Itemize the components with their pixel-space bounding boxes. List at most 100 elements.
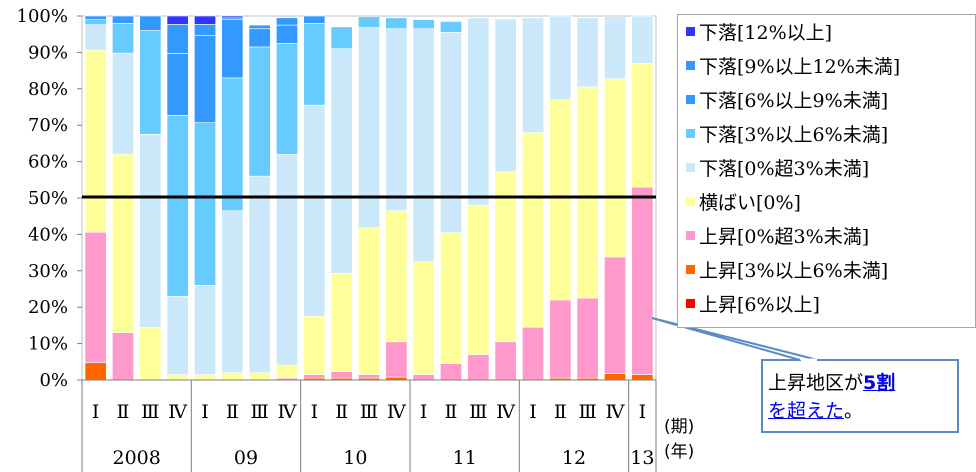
x-quarter-label: Ⅳ (387, 401, 407, 423)
legend-swatch (686, 264, 695, 274)
x-quarter-label: Ⅰ (639, 401, 647, 423)
legend-swatch (686, 60, 695, 70)
bar-segment (385, 210, 408, 343)
bar-segment (440, 232, 462, 364)
bar-segment (358, 16, 380, 28)
legend-label: 下落[9%以上12%未満] (699, 55, 901, 78)
bar-segment (166, 374, 189, 381)
bar-segment (412, 19, 435, 30)
bar-segment (412, 261, 435, 375)
legend-label: 下落[0%超3%未満] (699, 157, 870, 180)
bar-segment (248, 28, 271, 48)
bar-segment (494, 341, 517, 381)
x-quarter-label: Ⅱ (445, 401, 458, 423)
y-tick-label: 90% (28, 42, 68, 63)
year-unit-label: (年) (664, 442, 695, 462)
bar-segment (84, 49, 107, 233)
x-quarter-label: Ⅲ (360, 401, 378, 423)
x-year-label: 09 (234, 447, 258, 469)
bar-segment (604, 78, 626, 258)
bar-segment (467, 204, 490, 355)
legend-label: 上昇[6%以上] (699, 293, 820, 316)
y-tick-label: 30% (28, 261, 68, 282)
legend-item: 上昇[3%以上6%未満] (686, 257, 888, 282)
x-quarter-label: Ⅰ (529, 401, 537, 423)
callout-box (651, 317, 959, 433)
x-quarter-label: Ⅲ (141, 401, 159, 423)
bar-segment (194, 24, 216, 36)
legend-swatch (686, 196, 695, 206)
bar-segment (604, 16, 626, 79)
bar-segment (194, 15, 216, 25)
bar-segment (166, 295, 189, 375)
legend-swatch (686, 26, 695, 36)
legend-item: 上昇[0%超3%未満] (686, 223, 870, 248)
bar-segment (276, 17, 298, 26)
x-quarter-label: Ⅰ (311, 401, 319, 423)
legend-item: 下落[9%以上12%未満] (686, 53, 901, 78)
y-tick-label: 20% (28, 297, 68, 318)
legend-item: 下落[3%以上6%未満] (686, 121, 888, 146)
bar-segment (84, 19, 107, 26)
bar-segment (166, 53, 189, 116)
bar-segment (385, 28, 408, 212)
bar-segment (221, 19, 244, 79)
legend-swatch (686, 230, 695, 240)
bar-segment (112, 154, 134, 333)
bar-segment (139, 134, 162, 328)
bar-segment (549, 15, 572, 101)
bar-segment (330, 26, 353, 50)
bar-segment (194, 374, 216, 381)
x-quarter-label: Ⅲ (579, 401, 597, 423)
bar-segment (631, 186, 654, 375)
bar-segment (303, 22, 326, 106)
bar-segment (303, 374, 326, 379)
bar-segment (84, 231, 107, 363)
x-quarter-label: Ⅰ (201, 401, 209, 423)
bar-segment (194, 34, 216, 123)
y-tick-label: 10% (28, 334, 68, 355)
bar-segment (194, 122, 216, 286)
bar-segment (330, 48, 353, 274)
legend-item: 下落[0%超3%未満] (686, 155, 870, 180)
bar-segment (467, 354, 490, 381)
x-quarter-label: Ⅲ (469, 401, 487, 423)
bar-segment (330, 371, 353, 379)
legend-swatch (686, 94, 695, 104)
bar-segment (112, 22, 134, 54)
bar-segment (330, 273, 353, 372)
legend-swatch (686, 128, 695, 138)
bar-segment (412, 28, 435, 263)
bar-segment (84, 362, 107, 381)
bar-segment (604, 256, 626, 374)
legend-label: 横ばい[0%] (699, 191, 801, 214)
bar-segment (221, 210, 244, 374)
bar-segment (139, 30, 162, 135)
bar-segment (440, 32, 462, 233)
bar-segment (166, 24, 189, 54)
bar-segment (303, 15, 326, 24)
bar-segment (221, 372, 244, 381)
x-quarter-label: Ⅳ (278, 401, 298, 423)
y-tick-label: 80% (28, 79, 68, 100)
bar-segment (549, 299, 572, 379)
bar-segment (412, 374, 435, 381)
bar-segment (576, 17, 599, 88)
bar-segment (303, 104, 326, 317)
x-quarter-label: Ⅱ (226, 401, 239, 423)
legend-label: 上昇[0%超3%未満] (699, 225, 870, 248)
chart-legend: 下落[12%以上] 下落[9%以上12%未満] 下落[6%以上9%未満] 下落[3%以… (677, 14, 976, 328)
bar-segment (276, 365, 298, 379)
x-quarter-label: Ⅳ (168, 401, 188, 423)
y-tick-label: 60% (28, 152, 68, 173)
bar-segment (112, 15, 134, 24)
x-quarter-label: Ⅱ (117, 401, 130, 423)
x-year-label: 2008 (112, 447, 160, 469)
legend-item: 上昇[6%以上] (686, 291, 820, 316)
legend-swatch (686, 298, 695, 308)
bar-segment (358, 374, 380, 379)
x-quarter-label: Ⅲ (251, 401, 269, 423)
y-tick-label: 40% (28, 224, 68, 245)
